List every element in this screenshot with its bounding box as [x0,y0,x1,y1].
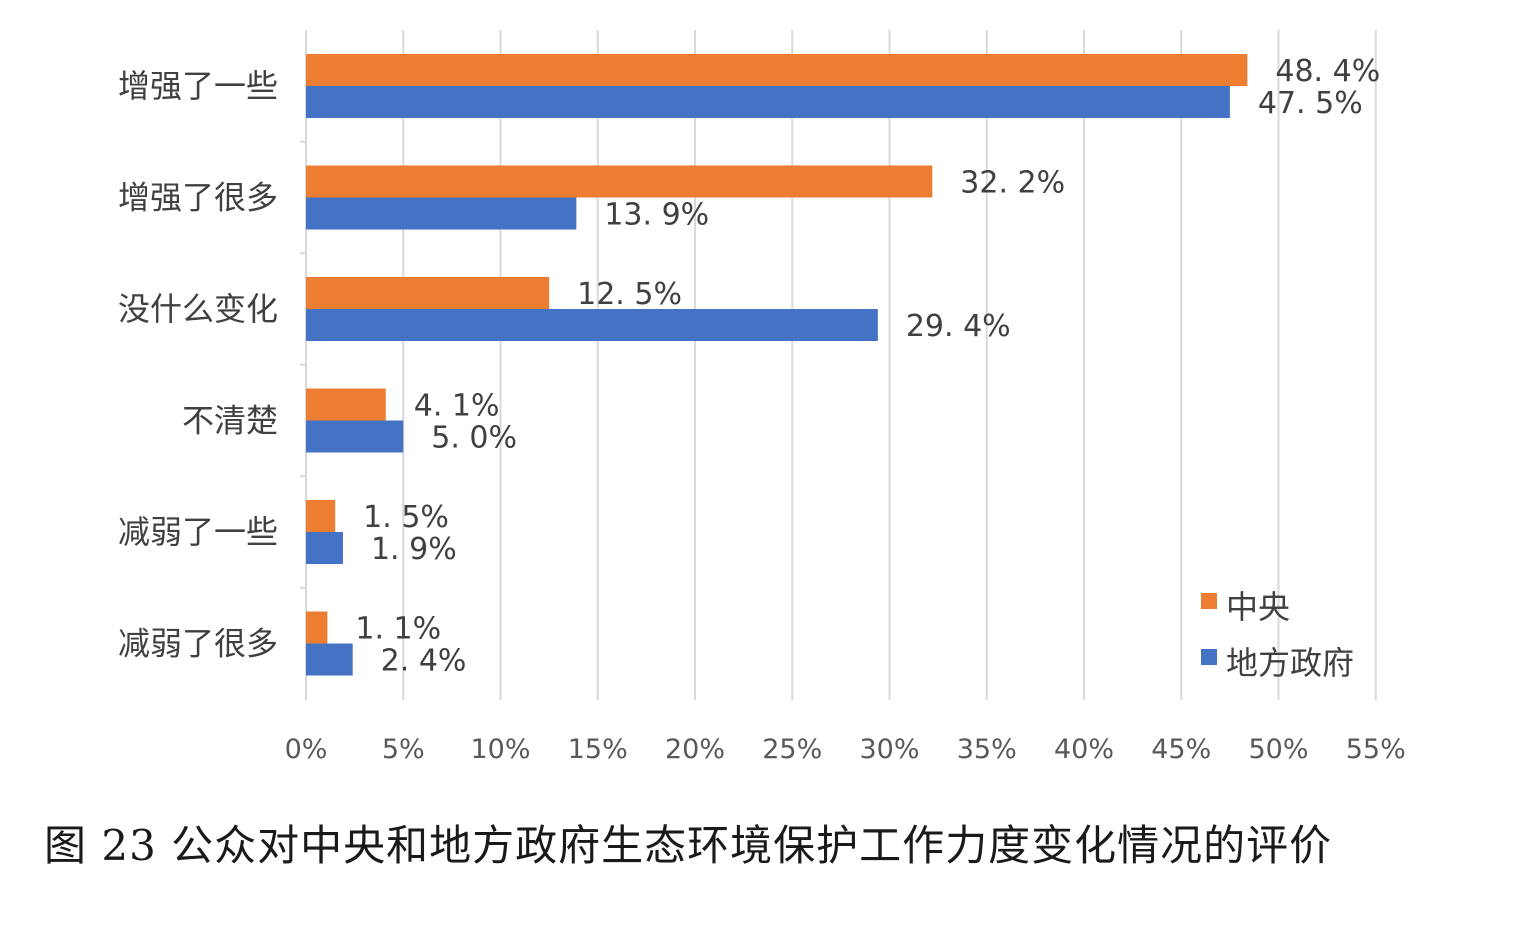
x-tick-label: 15% [568,734,628,765]
figure-caption: 图 23 公众对中央和地方政府生态环境保护工作力度变化情况的评价 [44,821,1333,870]
x-tick-label: 45% [1151,734,1211,765]
grid-lines [300,30,1377,700]
x-tick-label: 10% [470,734,530,765]
category-label: 减弱了很多 [118,625,278,663]
bars [306,54,1248,676]
legend-swatch [1201,593,1217,609]
bar [306,165,933,198]
x-tick-label: 40% [1054,734,1114,765]
bar [306,197,577,230]
bar [306,643,353,676]
data-label: 1. 9% [371,532,457,567]
category-label: 增强了一些 [118,67,278,105]
data-label: 12. 5% [577,277,682,312]
x-tick-label: 20% [665,734,725,765]
x-tick-label: 5% [382,734,425,765]
bar [306,309,878,341]
data-label: 13. 9% [604,198,709,233]
data-label: 1. 5% [363,500,449,535]
legend-label: 地方政府 [1226,644,1354,682]
x-tick-label: 30% [859,734,919,765]
bar-chart: 0% 5% 10% 15% 20% 25% 30% 35% 40% 45% 50% 55% 增强了一些… [118,30,1406,765]
bar [306,420,404,453]
bar [306,532,343,564]
data-labels: 48. 4%47. 5% 32. 2% 13. 9% 12. 5% 29. 4% 4. 1… [355,54,1380,679]
data-label: 48. 4% [1275,54,1380,89]
data-label: 2. 4% [381,644,467,679]
x-tick-label: 25% [762,734,822,765]
data-label: 5. 0% [431,421,517,456]
category-label: 增强了很多 [118,179,278,217]
x-axis-ticks: 0% 5% 10% 15% 20% 25% 30% 35% 40% 45% 50% 55% [285,734,1406,765]
bar [306,277,550,309]
legend-swatch [1201,649,1217,665]
data-label: 32. 2% [960,166,1065,201]
bar [306,388,386,421]
category-label: 不清楚 [182,402,278,440]
bar [306,611,328,644]
bar [306,54,1248,86]
data-label: 29. 4% [906,309,1011,344]
data-label: 4. 1% [414,389,500,424]
bar [306,500,336,532]
category-label: 减弱了一些 [118,513,278,551]
data-label: 1. 1% [355,612,441,647]
data-label: 47. 5% [1258,86,1363,121]
category-label: 没什么变化 [118,290,278,328]
x-tick-label: 55% [1346,734,1406,765]
x-tick-label: 35% [957,734,1017,765]
legend-label: 中央 [1226,588,1290,626]
bar [306,86,1230,118]
x-tick-label: 50% [1248,734,1308,765]
x-tick-label: 0% [285,734,328,765]
